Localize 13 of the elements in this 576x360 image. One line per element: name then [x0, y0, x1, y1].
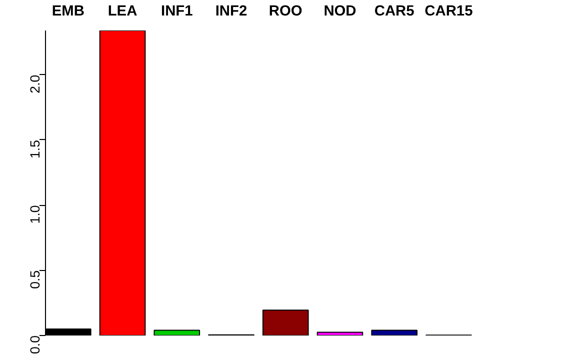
x-tick-label: CAR5: [374, 4, 414, 20]
y-tick-label: 2.0: [28, 74, 42, 94]
y-tick-label: 1.0: [28, 205, 42, 224]
y-tick-label: 0.0: [28, 335, 42, 354]
x-tick-label: ROO: [268, 4, 302, 20]
x-tick-label: INF1: [161, 4, 193, 20]
x-tick-label: LEA: [108, 4, 138, 20]
y-tick-label: 1.5: [28, 140, 42, 159]
x-tick-label: CAR15: [424, 4, 473, 20]
x-tick-label: EMB: [52, 4, 84, 20]
y-tick-label: 0.5: [28, 270, 42, 289]
x-tick-label: NOD: [324, 4, 356, 20]
x-tick-label: INF2: [215, 4, 248, 20]
